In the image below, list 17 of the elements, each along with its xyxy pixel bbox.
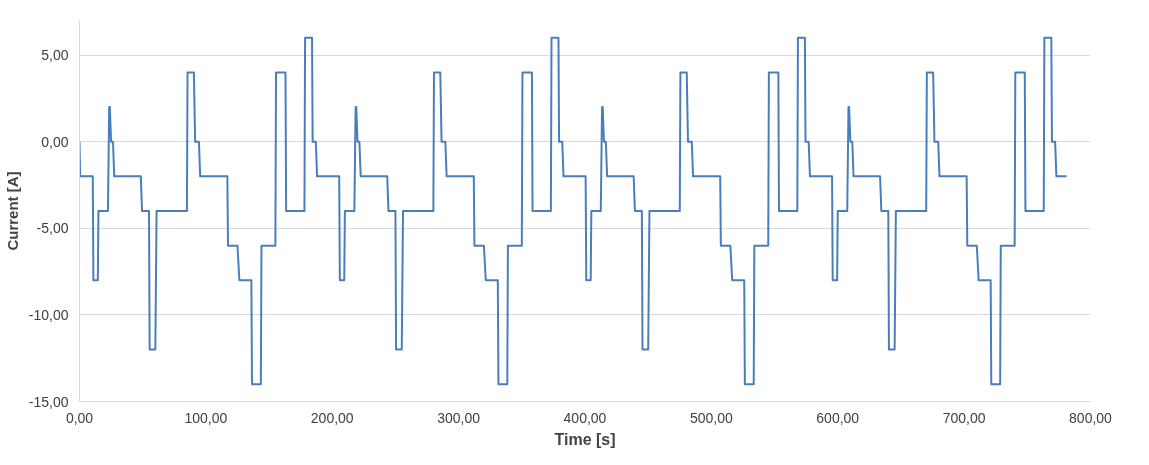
x-tick-label: 600,00: [816, 409, 860, 426]
y-tick-label: -5,00: [36, 220, 69, 237]
y-tick-label: 5,00: [41, 47, 69, 64]
y-axis-title: Current [A]: [3, 171, 21, 251]
x-axis-title: Time [s]: [554, 430, 616, 448]
y-tick-label: -10,00: [28, 306, 69, 323]
x-tick-label: 700,00: [942, 409, 986, 426]
line-series: [79, 36, 1068, 386]
x-tick-label: 100,00: [184, 409, 228, 426]
x-tick-label: 500,00: [689, 409, 733, 426]
x-tick-label: 0,00: [65, 409, 94, 426]
x-tick-label: 400,00: [563, 409, 607, 426]
y-tick-label: -15,00: [28, 393, 69, 410]
x-tick-label: 300,00: [437, 409, 481, 426]
x-tick-label: 800,00: [1069, 409, 1113, 426]
y-tick-label: 0,00: [41, 133, 69, 150]
x-tick-label: 200,00: [310, 409, 354, 426]
